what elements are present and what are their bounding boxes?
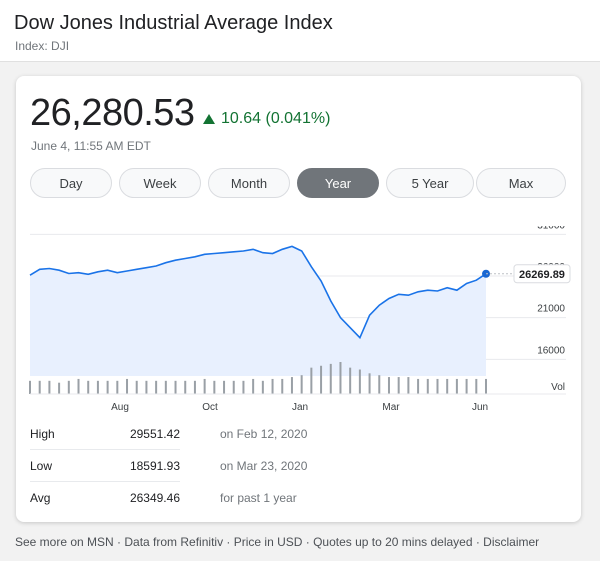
volume-bar	[96, 380, 99, 394]
stat-avg-label: Avg	[30, 491, 51, 505]
volume-bar	[320, 365, 323, 394]
volume-bar	[242, 380, 245, 394]
volume-bar	[310, 367, 313, 394]
current-price: 26,280.53	[30, 92, 195, 134]
volume-bar	[339, 362, 342, 394]
volume-bar	[349, 367, 352, 394]
volume-bar	[77, 378, 80, 394]
y-tick-label: 21000	[537, 304, 565, 315]
stat-high-value: 29551.42	[129, 427, 180, 441]
volume-bar	[397, 377, 400, 394]
volume-bar	[106, 380, 109, 394]
volume-bar	[232, 380, 235, 394]
quote-timestamp: June 4, 11:55 AM EDT	[31, 139, 151, 153]
volume-bar	[174, 380, 177, 394]
tab-month[interactable]: Month	[208, 168, 290, 198]
index-title: Dow Jones Industrial Average Index	[14, 12, 333, 34]
tab-5-year[interactable]: 5 Year	[386, 168, 474, 198]
volume-bar	[426, 378, 429, 394]
x-tick-label: Jun	[472, 402, 488, 413]
volume-bar	[407, 377, 410, 394]
volume-bar	[58, 382, 61, 394]
volume-bar	[116, 380, 119, 394]
divider	[30, 449, 180, 450]
volume-bar	[135, 380, 138, 394]
volume-bar	[48, 380, 51, 394]
volume-bar	[184, 380, 187, 394]
volume-bar	[164, 380, 167, 394]
volume-bar	[38, 380, 41, 394]
volume-label: Vol	[551, 382, 565, 393]
stat-avg-value: 26349.46	[129, 491, 180, 505]
volume-bar	[300, 375, 303, 394]
quote-card: 26,280.53 10.64 (0.041%) June 4, 11:55 A…	[16, 76, 581, 522]
footer-attribution[interactable]: See more on MSN · Data from Refinitiv · …	[15, 535, 540, 549]
volume-bar	[87, 380, 90, 394]
volume-bar	[358, 369, 361, 394]
x-tick-label: Aug	[111, 402, 129, 413]
volume-bar	[417, 378, 420, 394]
volume-bar	[475, 378, 478, 394]
tab-week[interactable]: Week	[119, 168, 201, 198]
series-area	[30, 246, 486, 376]
volume-bar	[368, 373, 371, 394]
volume-bar	[436, 378, 439, 394]
series-line	[29, 245, 487, 340]
index-subtitle: Index: DJI	[15, 39, 70, 53]
volume-bar	[485, 378, 487, 394]
stat-low-note: on Mar 23, 2020	[220, 459, 308, 473]
volume-bar	[126, 378, 129, 394]
stat-low-value: 18591.93	[129, 459, 180, 473]
volume-bar	[446, 378, 449, 394]
price-change-value: 10.64 (0.041%)	[221, 110, 331, 127]
stat-high-label: High	[30, 427, 55, 441]
current-value-box	[513, 264, 571, 284]
volume-bar	[252, 378, 255, 394]
volume-bar	[145, 380, 148, 394]
price-chart[interactable]: 3100026000210001600026269.89VolAugOctJan…	[16, 226, 581, 426]
x-tick-label: Oct	[202, 402, 218, 413]
volume-bar	[387, 377, 390, 394]
y-tick-label: 31000	[537, 226, 565, 231]
volume-bar	[29, 380, 31, 394]
stat-low: Low 18591.93 on Mar 23, 2020	[30, 450, 307, 482]
stat-high: High 29551.42 on Feb 12, 2020	[30, 418, 307, 450]
stat-low-label: Low	[30, 459, 53, 473]
volume-bar	[203, 378, 206, 394]
stat-avg: Avg 26349.46 for past 1 year	[30, 482, 297, 514]
volume-bar	[290, 377, 293, 394]
arrow-up-icon	[203, 114, 215, 124]
volume-bar	[271, 378, 274, 394]
x-tick-label: Mar	[382, 402, 400, 413]
tab-year[interactable]: Year	[297, 168, 379, 198]
stat-high-note: on Feb 12, 2020	[220, 427, 308, 441]
volume-bar	[261, 380, 264, 394]
volume-bar	[213, 380, 216, 394]
volume-bar	[193, 380, 196, 394]
current-value-label: 26269.89	[519, 269, 565, 281]
page-header: Dow Jones Industrial Average Index Index…	[0, 0, 600, 62]
volume-bar	[223, 380, 226, 394]
volume-bar	[329, 363, 332, 394]
divider	[30, 481, 180, 482]
x-tick-label: Jan	[292, 402, 308, 413]
y-tick-label: 16000	[537, 345, 565, 356]
volume-bar	[455, 378, 458, 394]
volume-bar	[155, 380, 158, 394]
tab-day[interactable]: Day	[30, 168, 112, 198]
stat-avg-note: for past 1 year	[220, 491, 297, 505]
volume-bar	[67, 380, 70, 394]
price-change: 10.64 (0.041%)	[203, 110, 330, 128]
tab-max[interactable]: Max	[476, 168, 566, 198]
volume-bar	[465, 378, 468, 394]
volume-bar	[378, 375, 381, 394]
volume-bar	[281, 378, 284, 394]
